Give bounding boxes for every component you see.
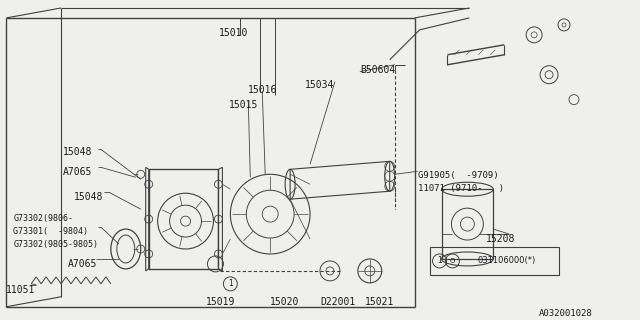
Text: A7065: A7065 — [63, 167, 92, 177]
Text: A032001028: A032001028 — [539, 309, 593, 318]
Text: 031106000(*): 031106000(*) — [477, 256, 536, 265]
Text: 15208: 15208 — [486, 234, 516, 244]
Text: G73302(9806-: G73302(9806- — [13, 214, 73, 223]
Text: 1: 1 — [228, 279, 233, 288]
Text: 15010: 15010 — [218, 28, 248, 38]
Text: 15034: 15034 — [305, 80, 335, 90]
Bar — [442, 189, 493, 259]
Text: 15015: 15015 — [228, 100, 258, 109]
Text: 11051: 11051 — [6, 285, 36, 295]
Text: 15019: 15019 — [205, 297, 235, 307]
Text: G73301(  -9804): G73301( -9804) — [13, 227, 88, 236]
Text: 15016: 15016 — [248, 85, 278, 95]
Text: D22001: D22001 — [320, 297, 355, 307]
Text: 11071 (9710-   ): 11071 (9710- ) — [418, 184, 504, 193]
Text: 15048: 15048 — [63, 148, 92, 157]
Bar — [148, 169, 218, 269]
Text: G91905(  -9709): G91905( -9709) — [418, 171, 498, 180]
Text: O: O — [450, 258, 455, 264]
Text: 15048: 15048 — [74, 192, 104, 202]
Text: B50604: B50604 — [360, 65, 395, 75]
Text: 15021: 15021 — [365, 297, 394, 307]
Text: 1: 1 — [437, 256, 442, 265]
Text: A7065: A7065 — [68, 259, 97, 269]
Text: 15020: 15020 — [270, 297, 300, 307]
Text: G73302(9805-9805): G73302(9805-9805) — [13, 240, 99, 249]
